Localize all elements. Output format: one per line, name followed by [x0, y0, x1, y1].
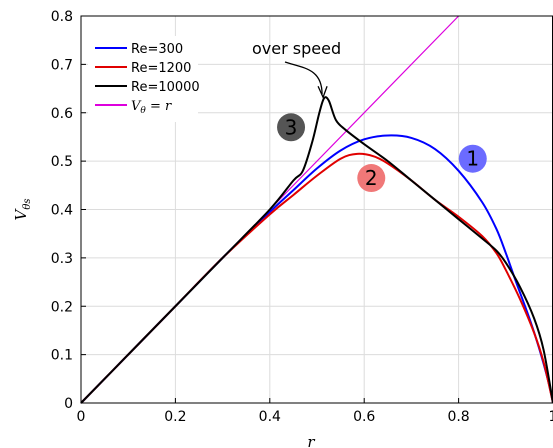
- x-tick-label: 0.4: [259, 409, 281, 425]
- badge-label: 2: [365, 166, 378, 190]
- x-axis-label: r: [307, 433, 315, 448]
- series-line-1: [80, 152, 553, 404]
- legend-box: [88, 36, 198, 122]
- badge-circle: [458, 144, 487, 173]
- legend-label: Vθ = r: [131, 99, 172, 116]
- y-tick-label: 0: [64, 396, 73, 412]
- legend-math-main: V: [131, 99, 142, 114]
- legend-label: Re=300: [131, 42, 183, 57]
- x-tick-label: 0: [77, 409, 86, 425]
- legend-label: Re=10000: [131, 80, 200, 95]
- y-tick-label: 0.3: [51, 251, 73, 267]
- x-tick-label: 1: [549, 409, 553, 425]
- badge-circle: [277, 113, 306, 142]
- annotation-text: over speed: [252, 39, 341, 58]
- annotations: over speed: [252, 39, 341, 99]
- y-tick-label: 0.5: [51, 154, 73, 170]
- y-axis-label-sub: θs: [22, 199, 33, 210]
- x-tick-label: 0.6: [353, 409, 375, 425]
- y-tick-label: 0.7: [51, 57, 73, 73]
- region-badge-1: 1: [458, 144, 487, 173]
- x-tick-label: 0.8: [447, 409, 469, 425]
- region-badges: 1 2 3: [277, 113, 487, 193]
- badge-label: 3: [285, 115, 298, 139]
- y-tick-label: 0.4: [51, 203, 73, 219]
- legend: Re=300 Re=1200 Re=10000 Vθ = r: [88, 36, 200, 122]
- region-badge-2: 2: [357, 164, 386, 193]
- badge-label: 1: [466, 147, 479, 171]
- y-tick-label: 0.6: [51, 106, 73, 122]
- badge-circle: [357, 164, 386, 193]
- series-line-2: [80, 96, 553, 404]
- legend-label: Re=1200: [131, 61, 191, 76]
- axis-ticks: 0 0.2 0.4 0.6 0.8 1 0 0.1 0.2 0.3 0.4 0.5 0.6 0.7 0.8: [51, 9, 553, 425]
- y-tick-label: 0.1: [51, 348, 73, 364]
- y-axis-label: Vθs: [12, 199, 33, 221]
- y-tick-label: 0.8: [51, 9, 73, 25]
- y-axis-label-main: V: [12, 208, 30, 221]
- annotation-arrow: [284, 61, 323, 95]
- y-tick-label: 0.2: [51, 299, 73, 315]
- x-tick-label: 0.2: [164, 409, 186, 425]
- legend-math-rest: = r: [146, 99, 172, 114]
- series-group: [80, 15, 553, 404]
- region-badge-3: 3: [277, 113, 306, 142]
- annotation-arrowhead: [317, 85, 328, 99]
- legend-math-sub: θ: [140, 106, 146, 116]
